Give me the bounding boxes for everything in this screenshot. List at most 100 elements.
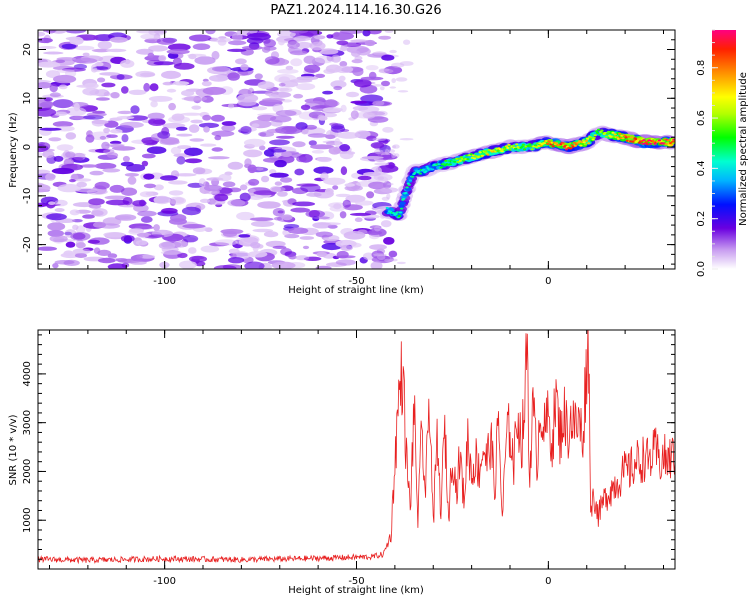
- noise-blob: [324, 188, 334, 195]
- noise-blob: [318, 222, 341, 226]
- colorbar-tick-label: 0.4: [696, 160, 707, 176]
- ridge-cell: [431, 168, 435, 171]
- noise-blob: [72, 248, 91, 255]
- noise-blob: [38, 31, 46, 37]
- noise-blob: [205, 30, 216, 35]
- ridge-cell: [473, 157, 477, 160]
- noise-blob: [56, 144, 74, 151]
- noise-blob: [129, 260, 147, 265]
- noise-blob: [296, 183, 319, 187]
- noise-blob: [290, 58, 303, 67]
- noise-blob: [228, 248, 240, 254]
- noise-blob: [305, 124, 317, 130]
- ridge-cell: [563, 144, 568, 147]
- noise-blob: [302, 245, 310, 250]
- noise-blob: [55, 59, 66, 63]
- noise-blob: [150, 100, 158, 108]
- noise-blob: [161, 207, 178, 214]
- ridge-cell: [657, 139, 662, 142]
- ridge-cell: [671, 140, 675, 143]
- noise-blob: [168, 102, 177, 111]
- noise-blob: [135, 70, 156, 78]
- ridge-cell: [569, 147, 573, 150]
- noise-blob: [70, 232, 91, 241]
- noise-blob: [366, 191, 375, 199]
- ridge-cell: [630, 136, 634, 139]
- ridge-cell: [595, 131, 600, 134]
- noise-blob: [310, 144, 334, 150]
- noise-blob: [316, 251, 328, 257]
- noise-blob: [97, 257, 116, 264]
- noise-blob: [157, 131, 171, 139]
- noise-blob: [351, 50, 361, 57]
- ridge-cell: [514, 147, 518, 150]
- noise-blob: [288, 254, 297, 260]
- noise-blob: [220, 228, 244, 235]
- noise-blob: [255, 167, 264, 171]
- noise-blob: [264, 56, 280, 65]
- noise-blob: [46, 30, 56, 34]
- snr-series-line: [38, 330, 675, 565]
- noise-blob: [175, 126, 188, 131]
- spectrogram-x-axis-label: Height of straight line (km): [288, 285, 424, 296]
- noise-blob: [240, 125, 252, 135]
- y-tick-label: 4000: [22, 361, 33, 386]
- noise-blob: [211, 50, 220, 60]
- ridge-cell: [397, 215, 401, 217]
- ridge-cell: [405, 186, 409, 189]
- ridge-cell: [402, 197, 406, 200]
- noise-blob: [339, 61, 348, 67]
- ridge-cell: [394, 213, 398, 215]
- noise-blob: [69, 209, 80, 216]
- noise-blob: [88, 198, 105, 206]
- noise-blob: [93, 49, 109, 53]
- ridge-cell: [480, 154, 484, 157]
- ridge-cell: [535, 146, 539, 149]
- noise-blob: [69, 179, 76, 183]
- noise-blob: [261, 46, 271, 53]
- noise-blob: [306, 192, 322, 197]
- noise-blob: [244, 158, 252, 167]
- noise-blob: [128, 89, 147, 96]
- ridge-cell: [528, 143, 532, 146]
- noise-blob: [365, 65, 379, 71]
- noise-blob: [364, 39, 376, 47]
- ridge-cell: [496, 150, 500, 152]
- noise-blob: [354, 217, 363, 222]
- ridge-cell: [592, 136, 596, 139]
- noise-blob: [318, 48, 339, 55]
- noise-blob: [384, 30, 394, 33]
- ridge-cell: [464, 158, 468, 161]
- noise-blob: [198, 122, 220, 129]
- noise-blob: [237, 93, 259, 103]
- noise-blob: [74, 253, 88, 258]
- ridge-cell: [520, 145, 524, 148]
- y-tick-label: -20: [22, 236, 33, 252]
- noise-blob: [391, 152, 396, 159]
- noise-blob: [330, 32, 354, 41]
- ridge-cell: [400, 207, 404, 210]
- noise-blob: [201, 81, 212, 87]
- noise-blob: [208, 74, 229, 82]
- noise-blob: [322, 90, 334, 95]
- noise-blob: [141, 216, 153, 223]
- noise-blob: [143, 82, 151, 92]
- x-tick-label: -50: [348, 276, 364, 287]
- noise-blob: [269, 186, 282, 193]
- ridge-cell: [515, 143, 519, 146]
- colorbar: 0.0 0.2 0.4 0.6 0.8 Normalized spectral ampl…: [696, 29, 749, 277]
- colorbar-tick-label: 0.6: [696, 110, 707, 126]
- noise-blob: [121, 262, 130, 268]
- noise-blob: [352, 67, 364, 77]
- y-tick-label: 20: [22, 43, 33, 56]
- noise-blob: [328, 146, 341, 155]
- noise-blob: [75, 178, 92, 182]
- ridge-cell: [651, 139, 655, 142]
- noise-blob: [374, 162, 389, 166]
- noise-blob: [148, 95, 173, 102]
- noise-blob: [360, 76, 384, 81]
- noise-blob: [362, 111, 376, 119]
- snr-y-axis-label: SNR (10 * v/v): [8, 414, 19, 485]
- noise-blob: [332, 185, 339, 190]
- noise-blob: [281, 151, 292, 157]
